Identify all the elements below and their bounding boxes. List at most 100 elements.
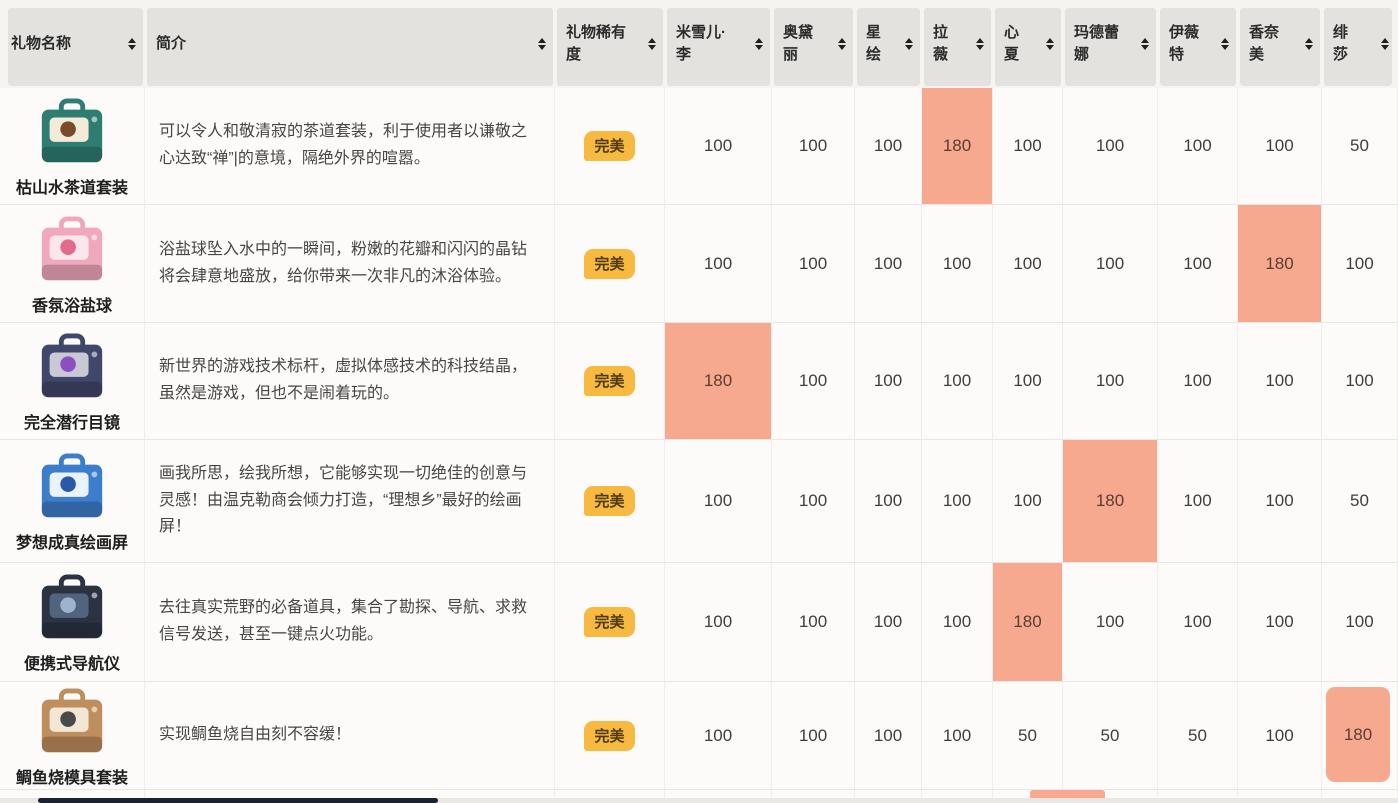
gift-description: 画我所思，绘我所想，它能够实现一切绝佳的创意与灵感！由温克勒商会倾力打造，“理想… bbox=[159, 464, 528, 536]
affection-value-cell: 50 bbox=[1158, 682, 1238, 790]
column-header-xinxia[interactable]: 心夏 bbox=[993, 0, 1063, 88]
affection-value: 180 bbox=[1265, 253, 1294, 273]
value-fill: 100 bbox=[922, 682, 992, 789]
affection-value-cell: 100 bbox=[665, 440, 772, 563]
gift-name: 香氛浴盐球 bbox=[31, 297, 112, 315]
horizontal-scrollbar[interactable] bbox=[0, 798, 1398, 803]
value-fill: 100 bbox=[772, 88, 854, 204]
affection-value: 100 bbox=[703, 612, 733, 631]
value-fill: 100 bbox=[855, 323, 921, 439]
sort-icon bbox=[1221, 38, 1229, 50]
column-header-audrey[interactable]: 奥黛丽 bbox=[772, 0, 855, 88]
value-fill: 100 bbox=[1238, 88, 1321, 204]
value-fill: 100 bbox=[993, 205, 1062, 322]
affection-value-cell: 100 bbox=[855, 323, 922, 440]
value-fill: 100 bbox=[993, 323, 1062, 439]
table-header-row: 礼物名称 简介 礼物稀有度 米雪儿·李 奥黛丽 星绘 拉薇 心夏 bbox=[0, 0, 1398, 88]
gift-row: 便携式导航仪 去往真实荒野的必备道具，集合了勘探、导航、求救信号发送，甚至一键点… bbox=[0, 563, 1398, 682]
column-header-gift-name[interactable]: 礼物名称 bbox=[0, 0, 145, 88]
column-header-description[interactable]: 简介 bbox=[145, 0, 555, 88]
gift-description-cell: 画我所思，绘我所想，它能够实现一切绝佳的创意与灵感！由温克勒商会倾力打造，“理想… bbox=[145, 440, 555, 563]
affection-value: 100 bbox=[1183, 136, 1212, 155]
rarity-badge: 完美 bbox=[584, 720, 635, 751]
rarity-badge: 完美 bbox=[584, 486, 635, 516]
affection-value-cell: 100 bbox=[1063, 323, 1158, 440]
affection-value-cell: 100 bbox=[1322, 323, 1398, 440]
affection-value-cell: 100 bbox=[1158, 440, 1238, 563]
gift-description: 新世界的游戏技术标杆，虚拟体感技术的科技结晶，虽然是游戏，但也不是闹着玩的。 bbox=[159, 358, 528, 402]
affection-value-cell: 100 bbox=[855, 88, 922, 205]
affection-value-cell: 100 bbox=[1238, 323, 1322, 440]
highlighted-value-fill: 180 bbox=[993, 563, 1062, 681]
gift-description: 浴盐球坠入水中的一瞬间，粉嫩的花瓣和闪闪的晶钻将会肆意地盛放，给你带来一次非凡的… bbox=[159, 240, 528, 285]
affection-value-cell: 100 bbox=[993, 88, 1063, 205]
highlighted-value-fill: 180 bbox=[1238, 205, 1321, 322]
value-fill: 100 bbox=[1238, 323, 1321, 439]
gift-name-cell: 鲷鱼烧模具套装 bbox=[0, 682, 145, 790]
value-fill: 100 bbox=[855, 440, 921, 562]
value-fill: 100 bbox=[922, 563, 992, 681]
rarity-badge: 完美 bbox=[584, 248, 635, 279]
affection-value: 100 bbox=[1265, 136, 1294, 155]
value-fill: 100 bbox=[665, 440, 771, 562]
affection-value: 100 bbox=[798, 612, 828, 631]
gift-box-icon bbox=[35, 687, 109, 762]
column-header-yvette[interactable]: 伊薇特 bbox=[1158, 0, 1238, 88]
column-header-label: 星绘 bbox=[866, 24, 882, 63]
value-fill: 100 bbox=[772, 563, 854, 681]
affection-value-cell: 180 bbox=[1063, 440, 1158, 563]
affection-value-cell: 100 bbox=[1063, 563, 1158, 682]
sort-icon bbox=[838, 38, 846, 50]
column-header-michelle-lee[interactable]: 米雪儿·李 bbox=[665, 0, 772, 88]
affection-value-cell: 180 bbox=[1238, 205, 1322, 323]
highlighted-value-fill: 180 bbox=[665, 323, 771, 439]
affection-value: 100 bbox=[703, 725, 733, 745]
value-fill: 100 bbox=[1158, 205, 1237, 322]
affection-value-cell: 100 bbox=[665, 88, 772, 205]
affection-value-cell: 100 bbox=[1063, 88, 1158, 205]
gift-row: 梦想成真绘画屏 画我所思，绘我所想，它能够实现一切绝佳的创意与灵感！由温克勒商会… bbox=[0, 440, 1398, 563]
gift-box-icon bbox=[35, 453, 109, 527]
affection-value-cell: 100 bbox=[772, 682, 855, 790]
value-fill: 100 bbox=[922, 440, 992, 562]
affection-value-cell: 100 bbox=[772, 205, 855, 323]
gift-row: 鲷鱼烧模具套装 实现鲷鱼烧自由刻不容缓！ 完美 100 100 100 100 50 50… bbox=[0, 682, 1398, 790]
scrollbar-thumb[interactable] bbox=[38, 798, 438, 803]
affection-value-cell: 100 bbox=[922, 682, 993, 790]
gift-description-cell: 可以令人和敬清寂的茶道套装，利于使用者以谦敬之心达致“禅”|的意境，隔绝外界的喧… bbox=[145, 88, 555, 205]
affection-value: 100 bbox=[1013, 371, 1042, 390]
column-header-label: 拉薇 bbox=[933, 24, 949, 63]
affection-value-cell: 100 bbox=[922, 323, 993, 440]
value-fill: 100 bbox=[772, 440, 854, 562]
affection-value: 50 bbox=[1100, 725, 1120, 745]
column-header-madelena[interactable]: 玛德蕾娜 bbox=[1063, 0, 1158, 88]
column-header-rarity[interactable]: 礼物稀有度 bbox=[555, 0, 665, 88]
affection-value: 100 bbox=[798, 371, 828, 390]
affection-value: 100 bbox=[1345, 612, 1374, 631]
value-fill: 50 bbox=[1322, 440, 1397, 562]
affection-value: 50 bbox=[1188, 725, 1207, 745]
column-header-label: 玛德蕾娜 bbox=[1074, 24, 1120, 63]
value-fill: 100 bbox=[1158, 323, 1237, 439]
affection-value-cell: 100 bbox=[1158, 563, 1238, 682]
column-header-label: 绯莎 bbox=[1333, 24, 1349, 63]
column-header-xinghui[interactable]: 星绘 bbox=[855, 0, 922, 88]
affection-value: 100 bbox=[798, 136, 828, 155]
value-fill: 100 bbox=[665, 563, 771, 681]
column-header-lawei[interactable]: 拉薇 bbox=[922, 0, 993, 88]
value-fill: 100 bbox=[665, 205, 771, 322]
affection-value-cell: 100 bbox=[993, 205, 1063, 323]
column-header-feisha[interactable]: 绯莎 bbox=[1322, 0, 1398, 88]
column-header-label: 伊薇特 bbox=[1169, 24, 1200, 63]
sort-icon bbox=[905, 38, 913, 50]
sort-icon bbox=[976, 38, 984, 50]
gift-name-cell: 便携式导航仪 bbox=[0, 563, 145, 682]
affection-value: 100 bbox=[1013, 253, 1042, 273]
affection-value-cell: 100 bbox=[855, 563, 922, 682]
highlighted-value-fill: 180 bbox=[922, 88, 992, 204]
affection-value-cell: 100 bbox=[855, 440, 922, 563]
gift-box-icon bbox=[35, 215, 109, 290]
column-header-kanami[interactable]: 香奈美 bbox=[1238, 0, 1322, 88]
affection-value-cell: 100 bbox=[1063, 205, 1158, 323]
affection-value: 100 bbox=[942, 725, 972, 745]
